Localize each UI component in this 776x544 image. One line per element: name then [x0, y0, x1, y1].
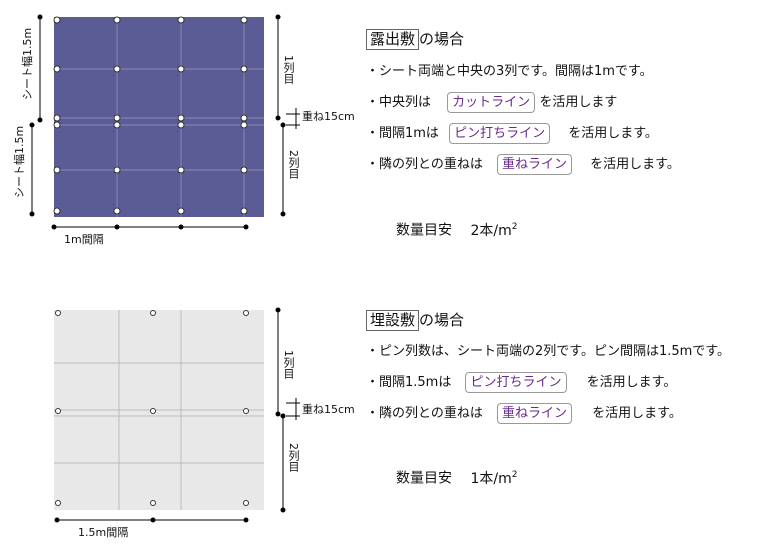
row2-label-exposed: 2列目 [287, 150, 300, 179]
spacing-label-exposed: 1m間隔 [64, 233, 104, 246]
summary-label-buried: 数量目安 [396, 470, 452, 487]
summary-sup-buried: 2 [511, 470, 518, 480]
sheet-exposed [54, 17, 264, 217]
row1-label-buried: 1列目 [282, 350, 295, 379]
overlap-line-pill-exposed: 重ねライン [497, 154, 573, 175]
buried-line2-post: を活用します。 [586, 375, 677, 390]
summary-exposed: 数量目安 2本/m2 [396, 223, 517, 238]
buried-line2: ・間隔1.5mは ピン打ちライン を活用します。 [366, 372, 676, 393]
exposed-line2-post: を活用します [539, 95, 618, 110]
exposed-line4: ・隣の列との重ねは 重ねライン を活用します。 [366, 154, 680, 175]
exposed-line3-post: を活用します。 [568, 126, 658, 141]
sheet-width-label-bottom: シート幅1.5m [13, 125, 26, 198]
exposed-line1: ・シート両端と中央の3列です。間隔は1mです。 [366, 64, 653, 79]
buried-line1: ・ピン列数は、シート両端の2列です。ピン間隔は1.5mです。 [366, 344, 731, 359]
exposed-line2: ・中央列は カットライン を活用します [366, 92, 617, 113]
row2-label-buried: 2列目 [287, 443, 300, 472]
header-boxed-buried: 埋設敷 [366, 310, 420, 331]
summary-value-buried: 1本/m [470, 470, 512, 487]
header-rest-exposed: の場合 [419, 30, 465, 48]
grid-lines-buried [54, 310, 264, 510]
section-title-exposed: 露出敷 の場合 [366, 29, 464, 50]
dimension-bottom-buried [54, 517, 249, 523]
exposed-line4-pre: ・隣の列との重ねは [366, 157, 483, 172]
header-rest-buried: の場合 [419, 311, 465, 329]
overlap-label-exposed: 重ね15cm [302, 110, 355, 123]
summary-value-exposed: 2本/m [470, 222, 512, 239]
pin-line-pill-buried: ピン打ちライン [465, 372, 567, 393]
overlap-label-buried: 重ね15cm [302, 403, 355, 416]
buried-line3-pre: ・隣の列との重ねは [366, 406, 483, 421]
exposed-line3-pre: ・間隔1mは [366, 126, 439, 141]
summary-buried: 数量目安 1本/m2 [396, 471, 517, 486]
pin-line-pill-exposed: ピン打ちライン [449, 123, 551, 144]
buried-line3-post: を活用します。 [592, 406, 682, 421]
buried-line3: ・隣の列との重ねは 重ねライン を活用します。 [366, 403, 682, 424]
summary-sup-exposed: 2 [511, 222, 518, 232]
exposed-line2-pre: ・中央列は [366, 95, 432, 110]
pins-exposed [53, 16, 248, 215]
summary-label-exposed: 数量目安 [396, 222, 452, 239]
cut-line-pill: カットライン [447, 92, 536, 113]
dimension-right-exposed [275, 14, 300, 217]
buried-line2-pre: ・間隔1.5mは [366, 375, 452, 390]
header-boxed-exposed: 露出敷 [366, 29, 420, 50]
row1-label-exposed: 1列目 [282, 55, 295, 84]
exposed-line3: ・間隔1mは ピン打ちライン を活用します。 [366, 123, 658, 144]
sheet-width-label-top: シート幅1.5m [21, 27, 34, 100]
dimension-left-exposed [29, 14, 43, 217]
dimension-bottom-exposed [51, 224, 249, 230]
overlap-line-pill-buried: 重ねライン [497, 403, 573, 424]
pins-buried [55, 310, 249, 506]
exposed-line4-post: を活用します。 [590, 157, 680, 172]
dimension-right-buried [275, 307, 300, 513]
spacing-label-buried: 1.5m間隔 [78, 526, 129, 539]
section-title-buried: 埋設敷 の場合 [366, 310, 464, 331]
